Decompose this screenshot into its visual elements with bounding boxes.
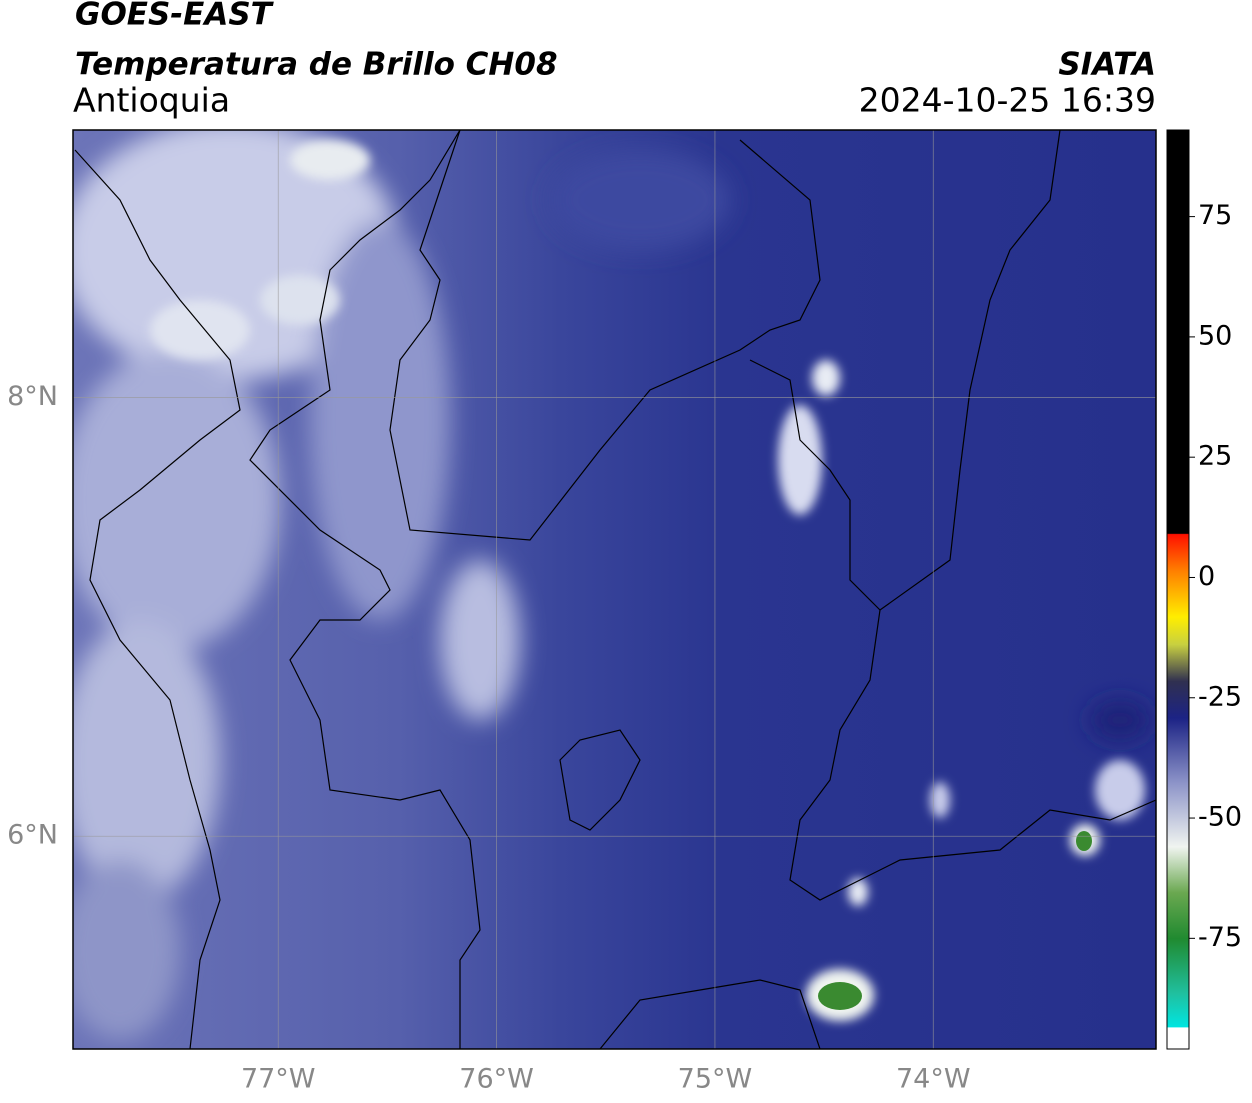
colorbar-tick-label: 25 [1198,441,1232,472]
cold-core [1076,831,1092,851]
colorbar [1166,129,1190,1050]
datetime: 2024-10-25 16:39 [859,81,1156,120]
colorbar-tick-label: -50 [1198,802,1242,833]
map-frame [72,129,1157,1050]
cloud-cells [150,140,1145,1021]
colorbar-tick-label: -25 [1198,681,1242,712]
x-tick-label: 74°W [896,1064,971,1095]
colorbar-ticks: -75 -50 -25 0 25 50 75 [1189,200,1242,953]
subtitle: Temperatura de Brillo CH08 [75,47,558,83]
grid [73,130,1156,1049]
colorbar-tick-label: 0 [1198,561,1215,592]
map [73,130,1156,1049]
region: Antioquia [73,81,230,120]
colorbar-tick-label: 75 [1198,200,1232,231]
cold-core [818,982,862,1010]
x-tick-label: 77°W [241,1064,316,1095]
boundaries [74,130,1156,1049]
source: SIATA [1058,47,1156,83]
y-tick-label: 6°N [7,820,58,851]
colorbar-tick-label: 50 [1198,320,1232,351]
x-tick-label: 76°W [459,1064,534,1095]
title: GOES-EAST [75,0,275,33]
y-tick-label: 8°N [7,381,58,412]
x-tick-label: 75°W [678,1064,753,1095]
colorbar-tick-label: -75 [1198,922,1242,953]
